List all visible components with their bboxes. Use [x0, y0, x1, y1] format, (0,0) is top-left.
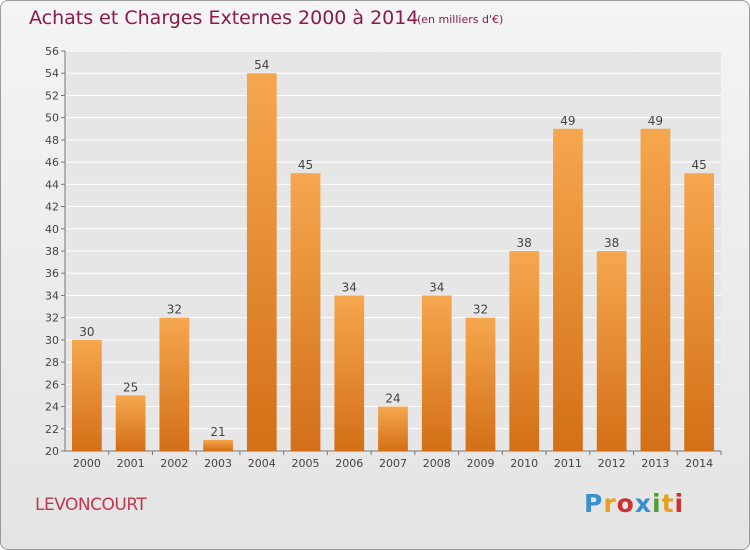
y-tick-label: 32 — [45, 312, 59, 325]
y-tick-label: 42 — [45, 201, 59, 214]
bar-2006 — [334, 295, 365, 451]
commune-name: LEVONCOURT — [35, 495, 147, 515]
y-tick-label: 38 — [45, 245, 59, 258]
bar-layer — [71, 73, 715, 451]
bar-value-label: 45 — [691, 158, 706, 172]
x-tick-label: 2007 — [379, 457, 407, 470]
bar-value-label: 38 — [604, 236, 619, 250]
y-tick-label: 44 — [45, 178, 59, 191]
bar-value-label: 34 — [342, 280, 357, 294]
bar-2008 — [421, 295, 452, 451]
y-tick-label: 28 — [45, 356, 59, 369]
bar-2005 — [290, 173, 321, 451]
x-tick-label: 2001 — [117, 457, 145, 470]
logo-letter: t — [661, 489, 675, 518]
logo-letter: o — [616, 489, 635, 518]
proxiti-logo: Proxiti — [584, 489, 684, 518]
y-tick-label: 34 — [45, 289, 59, 302]
bar-2012 — [596, 251, 627, 451]
bar-2007 — [378, 406, 408, 451]
bar-2001 — [115, 395, 146, 451]
x-tick-label: 2005 — [292, 457, 320, 470]
x-tick-label: 2006 — [335, 457, 363, 470]
x-tick-label: 2011 — [554, 457, 582, 470]
bar-value-label: 25 — [123, 380, 138, 394]
bar-value-label: 32 — [167, 303, 182, 317]
y-tick-label: 20 — [45, 445, 59, 458]
y-tick-label: 36 — [45, 267, 59, 280]
bar-2014 — [684, 173, 715, 451]
bar-value-label: 21 — [210, 425, 225, 439]
bar-value-label: 54 — [254, 58, 269, 72]
bar-value-label: 49 — [648, 114, 663, 128]
chart-unit: (en milliers d'€) — [417, 13, 504, 26]
bar-2003 — [203, 439, 233, 451]
y-tick-label: 22 — [45, 423, 59, 436]
y-tick-label: 52 — [45, 89, 59, 102]
x-tick-label: 2014 — [685, 457, 713, 470]
bar-value-label: 32 — [473, 303, 488, 317]
x-tick-label: 2009 — [466, 457, 494, 470]
x-tick-label: 2003 — [204, 457, 232, 470]
label-layer: 30 25 32 21 54 45 34 24 34 32 38 49 38 49 45 — [79, 58, 707, 439]
bar-value-label: 24 — [385, 392, 400, 406]
y-tick-label: 26 — [45, 378, 59, 391]
y-tick-label: 46 — [45, 156, 59, 169]
bar-value-label: 30 — [79, 325, 94, 339]
x-tick-label: 2010 — [510, 457, 538, 470]
bar-2000 — [71, 339, 102, 451]
x-tick-label: 2000 — [73, 457, 101, 470]
chart-title: Achats et Charges Externes 2000 à 2014 — [29, 7, 419, 29]
bar-2013 — [640, 128, 671, 451]
logo-letter: i — [674, 489, 685, 518]
bar-2010 — [509, 251, 540, 451]
y-tick-label: 54 — [45, 67, 59, 80]
logo-letter: i — [652, 489, 662, 518]
x-tick-label: 2013 — [641, 457, 669, 470]
bar-value-label: 49 — [560, 114, 575, 128]
bar-value-label: 38 — [517, 236, 532, 250]
logo-letter: x — [634, 489, 652, 518]
logo-letter: r — [603, 489, 617, 518]
bar-2011 — [553, 128, 583, 451]
y-tick-label: 50 — [45, 112, 59, 125]
y-tick-label: 48 — [45, 134, 59, 147]
x-tick-label: 2012 — [598, 457, 626, 470]
y-tick-label: 56 — [45, 45, 59, 58]
bar-2004 — [246, 73, 277, 451]
bar-2002 — [159, 317, 190, 451]
y-tick-label: 24 — [45, 401, 59, 414]
bar-value-label: 45 — [298, 158, 313, 172]
x-tick-label: 2002 — [160, 457, 188, 470]
y-tick-label: 30 — [45, 334, 59, 347]
x-tick-label: 2008 — [423, 457, 451, 470]
logo-letter: P — [584, 489, 604, 518]
bar-2009 — [465, 317, 496, 451]
bar-value-label: 34 — [429, 280, 444, 294]
x-tick-label: 2004 — [248, 457, 276, 470]
y-tick-label: 40 — [45, 223, 59, 236]
